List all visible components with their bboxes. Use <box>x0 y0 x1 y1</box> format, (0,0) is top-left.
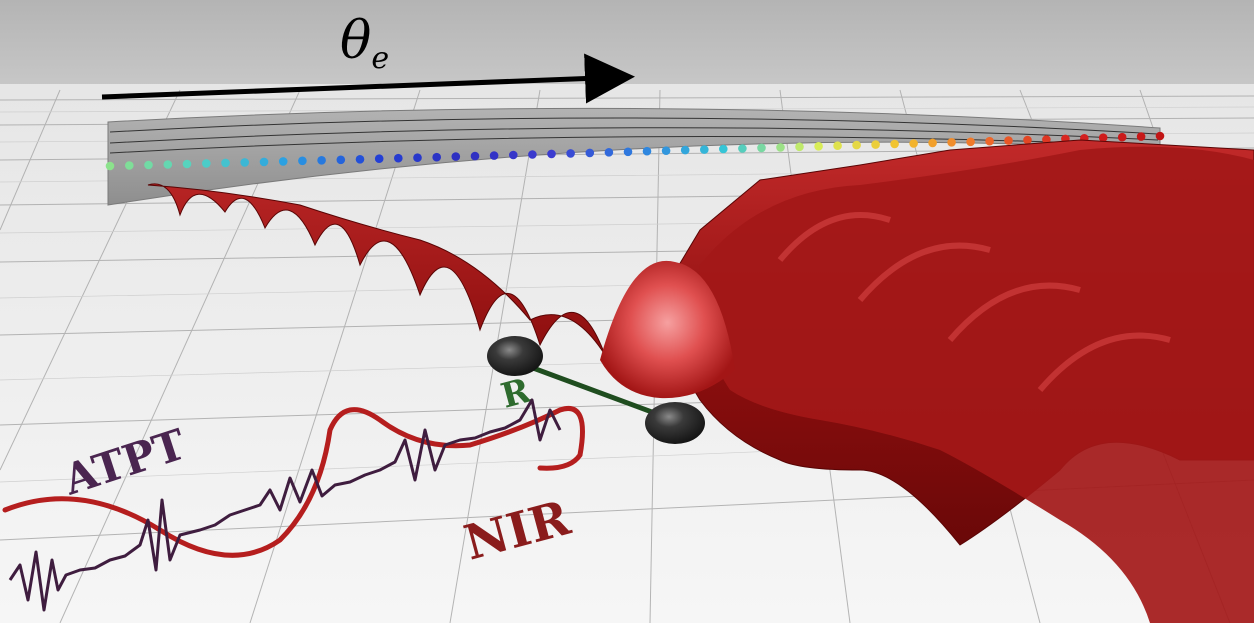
angle-dot <box>240 158 249 167</box>
angle-dot <box>336 155 346 165</box>
angle-dot <box>928 138 937 148</box>
wave-peak <box>600 260 735 399</box>
angle-dot <box>1136 132 1146 141</box>
angle-dot <box>947 138 956 147</box>
angle-dot <box>355 155 365 164</box>
angle-dot <box>182 159 192 169</box>
atom-left <box>487 336 543 376</box>
atom-right <box>645 402 705 444</box>
angle-dot <box>528 150 537 159</box>
angle-dot <box>1023 135 1032 145</box>
angle-dot <box>909 139 918 148</box>
angle-dot <box>852 140 861 150</box>
theta-label: θe <box>340 11 389 76</box>
angle-dot <box>221 158 230 168</box>
angle-dot <box>125 161 134 170</box>
wave-ridges <box>777 212 1171 392</box>
angle-dot <box>259 157 269 167</box>
angle-dot <box>1117 132 1127 142</box>
angle-dot <box>604 148 614 157</box>
atpt-pulse-train <box>8 398 562 612</box>
angle-dot <box>680 145 690 155</box>
angle-dot <box>776 143 785 152</box>
angle-dot <box>700 145 709 154</box>
angle-dot <box>566 149 575 158</box>
angle-dot <box>757 143 766 153</box>
wave-surface-main <box>698 146 1254 623</box>
angle-dot <box>642 146 652 156</box>
angle-dot <box>871 140 880 149</box>
angle-dot <box>317 156 326 165</box>
angle-dot <box>833 141 842 150</box>
angle-dot <box>509 150 518 160</box>
angle-dot <box>1098 133 1108 142</box>
angle-dot <box>298 156 307 166</box>
angle-dot <box>985 136 994 146</box>
angle-dot <box>374 154 384 163</box>
angle-dot <box>966 137 975 147</box>
angle-dot <box>1042 135 1051 144</box>
angle-dot <box>451 152 461 161</box>
angle-dot <box>890 139 899 149</box>
angle-dot <box>432 152 442 162</box>
angle-dot <box>105 161 115 171</box>
angle-dot <box>661 146 671 155</box>
angle-dot <box>278 157 288 166</box>
theta-arrow <box>101 53 635 104</box>
angle-dot <box>738 144 747 153</box>
angle-dot <box>547 149 556 159</box>
angle-dot <box>470 151 480 161</box>
angle-dot <box>623 147 633 157</box>
angle-dot <box>1155 131 1165 141</box>
angle-dot <box>489 151 499 160</box>
angle-dot <box>814 142 823 151</box>
angle-dot <box>585 148 595 158</box>
background-wall <box>0 0 1254 90</box>
angle-dot <box>719 144 728 154</box>
angle-dot <box>163 160 173 169</box>
bond <box>524 362 669 421</box>
angle-dot <box>144 160 153 170</box>
angle-dot <box>202 159 211 168</box>
angle-dot <box>1004 136 1013 145</box>
angle-dot <box>795 142 804 152</box>
angle-dot <box>394 153 403 163</box>
angle-dot <box>413 153 422 162</box>
